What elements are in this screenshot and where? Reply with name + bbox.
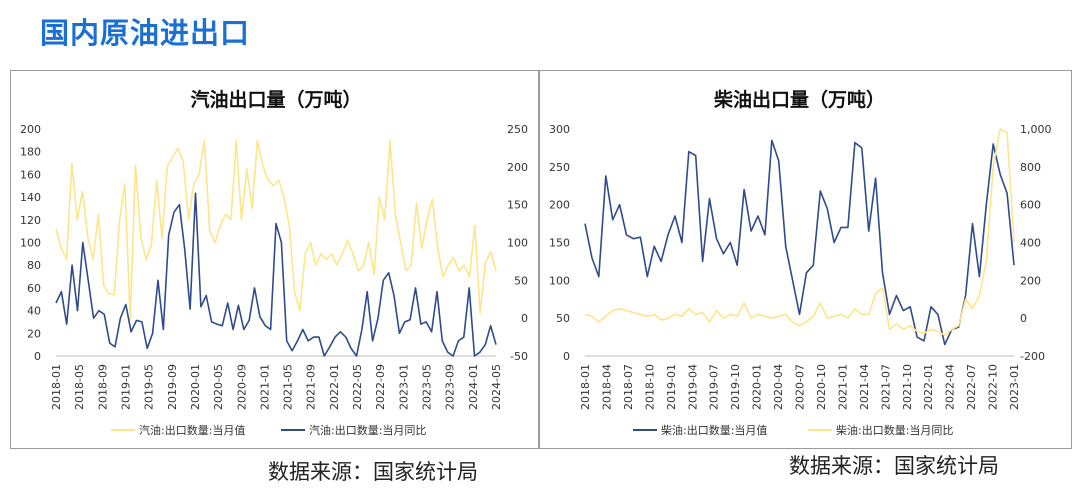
- chart-title: 汽油出口量（万吨）: [190, 88, 361, 111]
- y-right-tick-label: 800: [1020, 161, 1041, 174]
- x-tick-label: 2021-01: [258, 364, 271, 410]
- x-tick-label: 2021-05: [282, 364, 295, 410]
- x-tick-label: 2020-01: [189, 364, 202, 410]
- x-tick-label: 2022-01: [922, 364, 935, 410]
- y-left-tick-label: 0: [563, 350, 570, 363]
- x-tick-label: 2021-01: [836, 364, 849, 410]
- y-left-tick-label: 250: [549, 161, 570, 174]
- y-right-tick-label: 50: [514, 274, 528, 287]
- x-tick-label: 2021-07: [879, 364, 892, 410]
- x-tick-label: 2021-09: [305, 364, 318, 410]
- y-right-tick-label: 150: [507, 199, 528, 212]
- x-tick-label: 2023-01: [1008, 364, 1021, 410]
- series-line-1: [584, 139, 1015, 346]
- y-left-tick-label: 160: [20, 168, 41, 181]
- x-tick-label: 2022-04: [944, 364, 957, 410]
- x-tick-label: 2023-09: [444, 364, 457, 410]
- gasoline-chart-panel: 汽油出口量（万吨） 0 20 40 60 80 100 120 140 160 180 200 -50 0…: [10, 70, 539, 449]
- y-left-tick-label: 200: [20, 123, 41, 136]
- legend-label: 柴油:出口数量:当月值: [661, 423, 767, 437]
- x-tick-label: 2019-01: [119, 364, 132, 410]
- x-tick-label: 2019-01: [665, 364, 678, 410]
- legend-label: 汽油:出口数量:当月同比: [309, 423, 426, 437]
- x-tick-label: 2018-05: [73, 364, 86, 410]
- y-right-tick-label: 100: [507, 237, 528, 250]
- y-right-tick-label: 0: [1020, 312, 1027, 325]
- series-line-2: [584, 128, 1015, 337]
- x-tick-label: 2022-01: [328, 364, 341, 410]
- x-tick-label: 2019-09: [166, 364, 179, 410]
- y-left-tick-label: 150: [549, 237, 570, 250]
- y-left-tick-label: 120: [20, 214, 41, 227]
- x-tick-label: 2023-05: [421, 364, 434, 410]
- page-title: 国内原油进出口: [40, 16, 251, 50]
- x-tick-label: 2021-10: [901, 364, 914, 410]
- x-tick-label: 2018-10: [643, 364, 656, 410]
- x-tick-label: 2019-04: [686, 364, 699, 410]
- y-left-tick-label: 40: [27, 305, 41, 318]
- x-tick-label: 2019-05: [143, 364, 156, 410]
- y-left-tick-label: 140: [20, 191, 41, 204]
- source-note-left: 数据来源：国家统计局: [268, 460, 478, 484]
- series-line-2: [55, 192, 497, 357]
- y-right-tick-label: 250: [507, 123, 528, 136]
- x-tick-label: 2019-10: [729, 364, 742, 410]
- y-right-tick-label: 200: [1020, 274, 1041, 287]
- x-tick-label: 2021-04: [858, 364, 871, 410]
- source-note-right: 数据来源：国家统计局: [789, 454, 999, 478]
- gasoline-chart: 汽油出口量（万吨） 0 20 40 60 80 100 120 140 160 180 200 -50 0…: [20, 88, 528, 437]
- y-right-tick-label: 1,000: [1020, 123, 1052, 136]
- y-left-tick-label: 0: [34, 350, 41, 363]
- y-right-tick-label: 400: [1020, 237, 1041, 250]
- x-tick-label: 2018-04: [600, 364, 613, 410]
- y-left-tick-label: 100: [20, 237, 41, 250]
- x-tick-label: 2018-01: [50, 364, 63, 410]
- x-tick-label: 2018-01: [579, 364, 592, 410]
- x-tick-label: 2024-05: [490, 364, 503, 410]
- x-tick-label: 2020-04: [772, 364, 785, 410]
- x-tick-label: 2019-07: [708, 364, 721, 410]
- x-tick-label: 2024-01: [467, 364, 480, 410]
- x-tick-label: 2020-07: [794, 364, 807, 410]
- x-tick-label: 2022-10: [987, 364, 1000, 410]
- y-right-tick-label: 600: [1020, 199, 1041, 212]
- y-left-tick-label: 50: [556, 312, 570, 325]
- x-tick-label: 2022-05: [351, 364, 364, 410]
- x-tick-label: 2020-09: [235, 364, 248, 410]
- legend-label: 柴油:出口数量:当月同比: [836, 423, 953, 437]
- x-tick-label: 2020-05: [212, 364, 225, 410]
- y-left-tick-label: 180: [20, 146, 41, 159]
- y-left-tick-label: 20: [27, 327, 41, 340]
- chart-title: 柴油出口量（万吨）: [713, 88, 885, 111]
- y-right-tick-label: -200: [1020, 350, 1045, 363]
- y-right-tick-label: 0: [521, 312, 528, 325]
- y-right-tick-label: -50: [510, 350, 528, 363]
- x-tick-label: 2022-09: [374, 364, 387, 410]
- legend-label: 汽油:出口数量:当月值: [139, 423, 245, 437]
- x-tick-label: 2018-09: [96, 364, 109, 410]
- x-tick-label: 2020-01: [751, 364, 764, 410]
- x-tick-label: 2018-07: [622, 364, 635, 410]
- y-left-tick-label: 100: [549, 274, 570, 287]
- diesel-chart-panel: 柴油出口量（万吨） 0 50 100 150 200 250 300 -200 0 200 400 60…: [539, 70, 1072, 449]
- series-line-1: [55, 139, 497, 321]
- x-tick-label: 2023-01: [397, 364, 410, 410]
- y-left-tick-label: 200: [549, 199, 570, 212]
- x-tick-label: 2020-10: [815, 364, 828, 410]
- y-left-tick-label: 60: [27, 282, 41, 295]
- y-left-tick-label: 80: [27, 259, 41, 272]
- y-right-tick-label: 200: [507, 161, 528, 174]
- x-tick-label: 2022-07: [965, 364, 978, 410]
- y-left-tick-label: 300: [549, 123, 570, 136]
- diesel-chart: 柴油出口量（万吨） 0 50 100 150 200 250 300 -200 0 200 400 60…: [549, 88, 1052, 437]
